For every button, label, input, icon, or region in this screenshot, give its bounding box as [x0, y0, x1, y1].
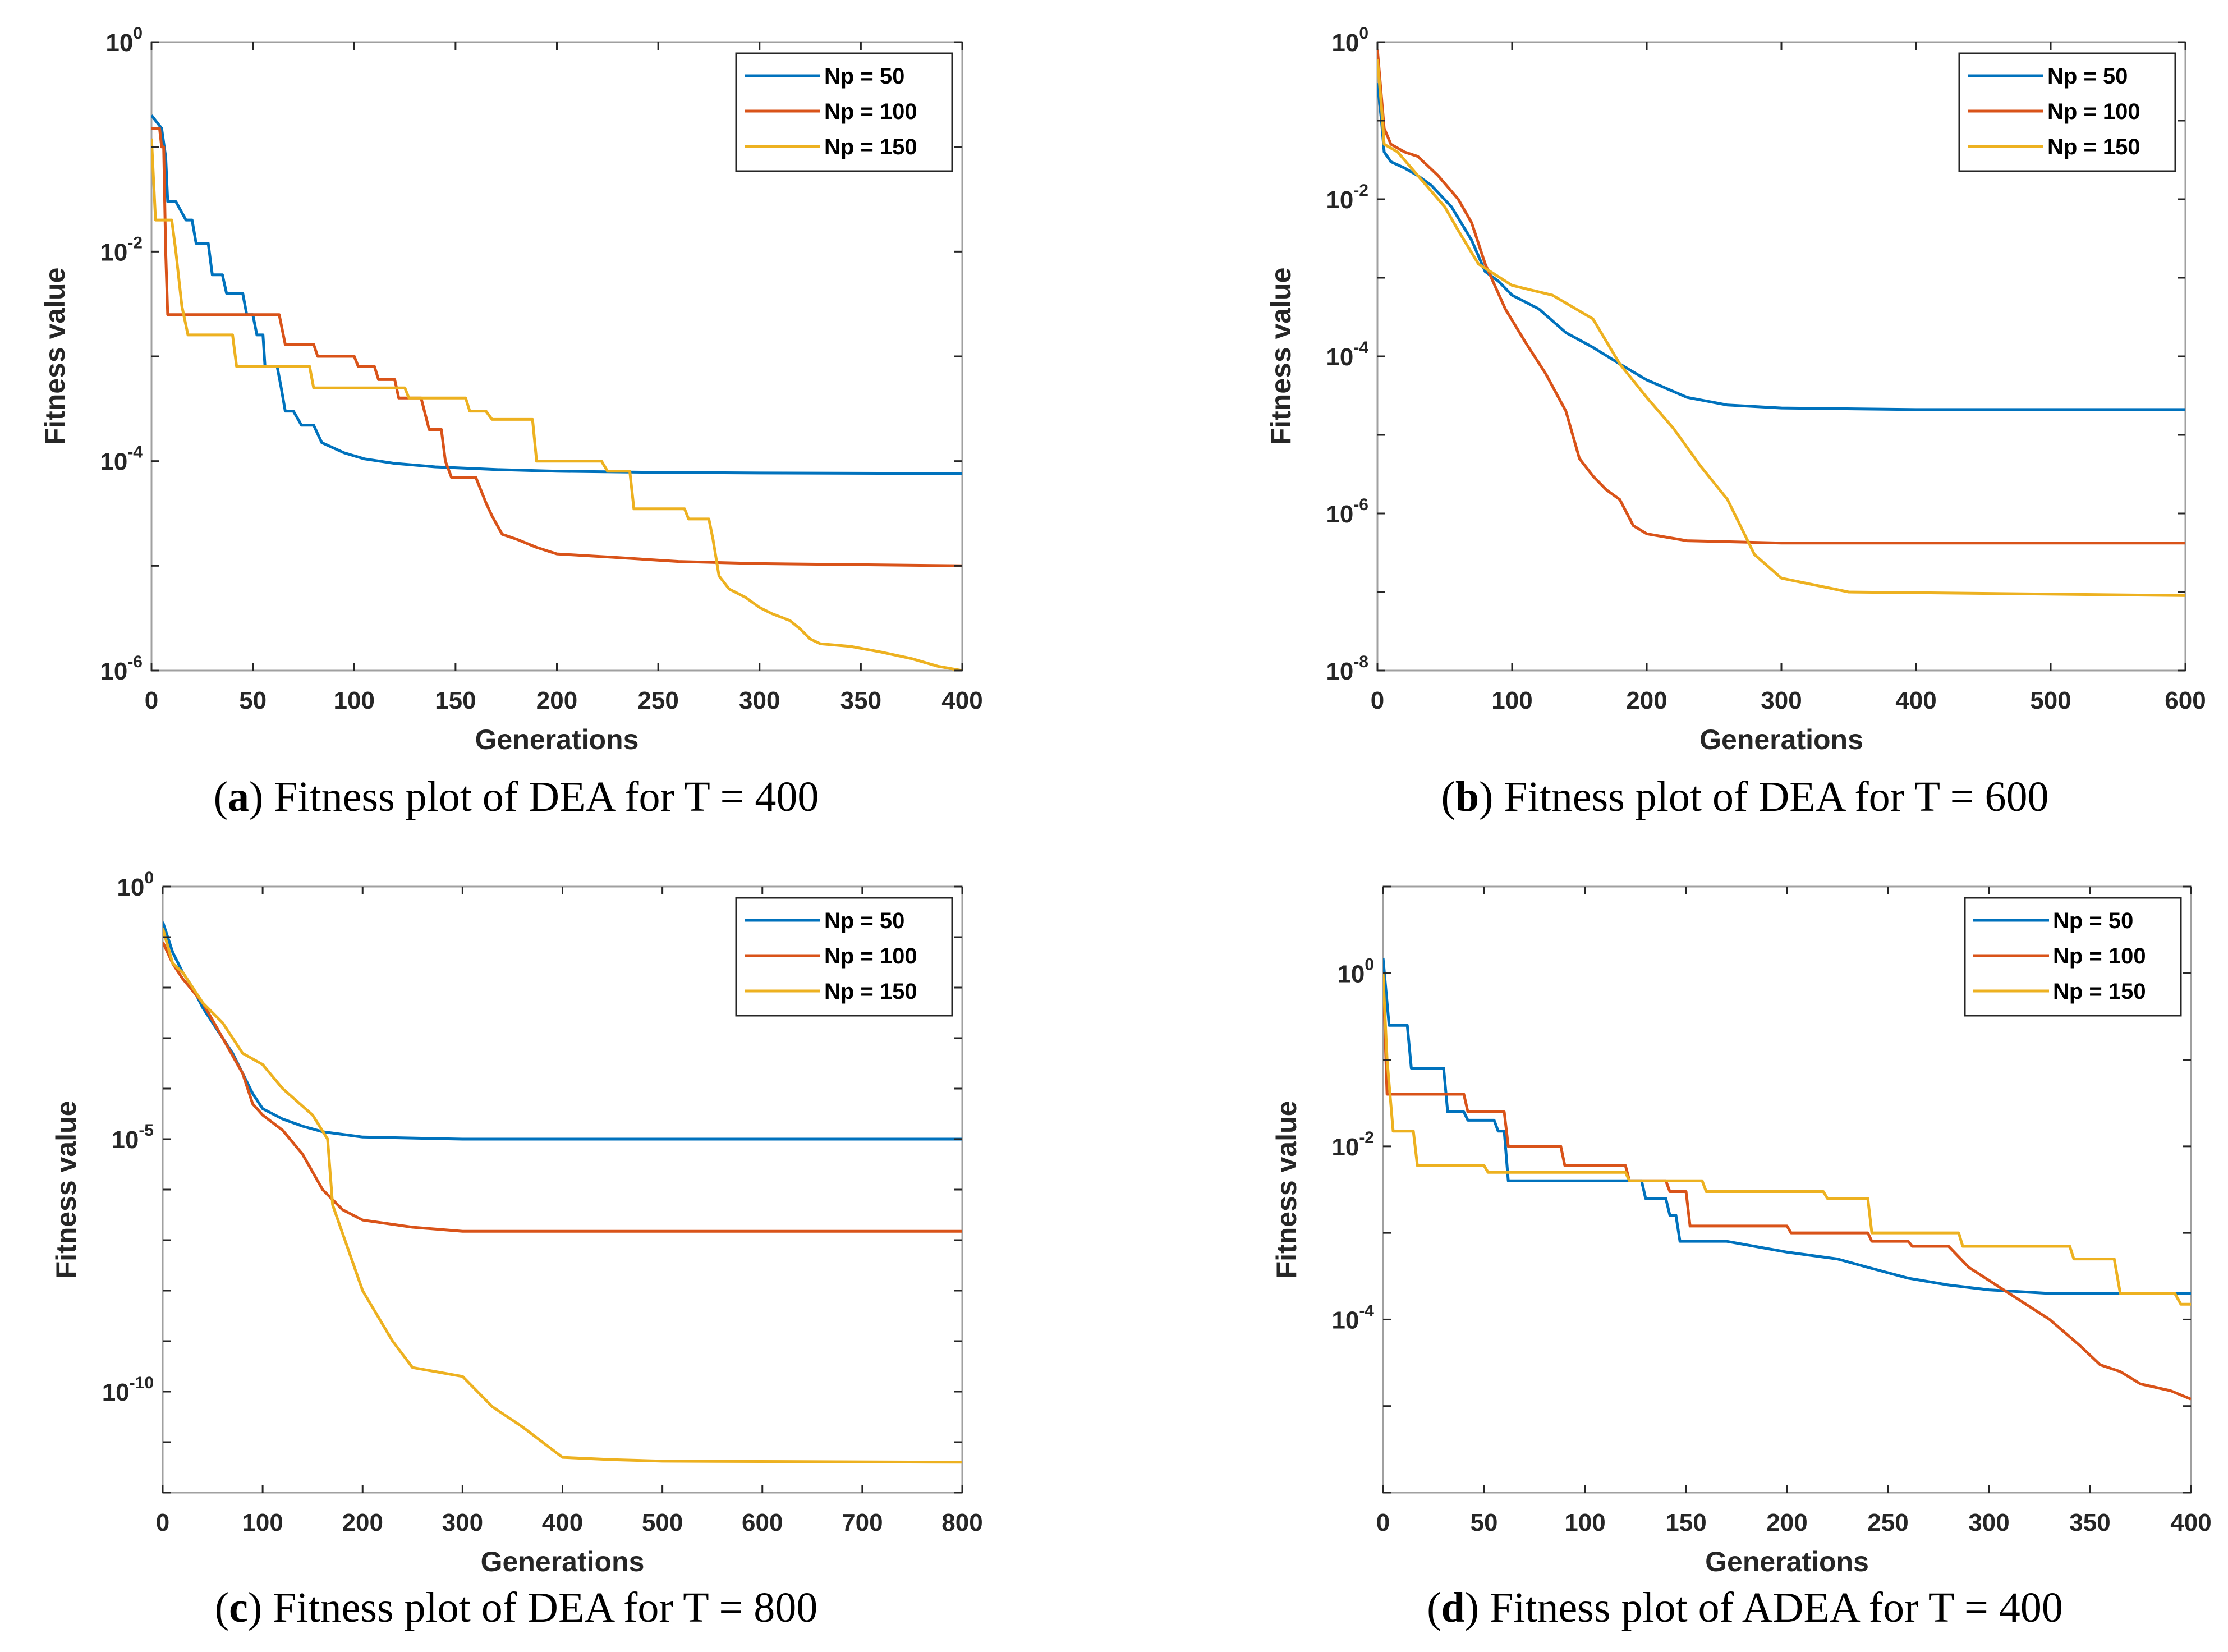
- x-tick-label: 300: [442, 1509, 483, 1536]
- y-axis-label: Fitness value: [50, 1101, 82, 1279]
- x-tick-label: 350: [2069, 1509, 2110, 1536]
- x-tick-label: 200: [1626, 687, 1667, 714]
- x-tick-label: 500: [2030, 687, 2071, 714]
- x-tick-label: 400: [2170, 1509, 2211, 1536]
- x-tick-label: 400: [1895, 687, 1936, 714]
- legend-entry: Np = 100: [824, 944, 917, 969]
- x-tick-label: 150: [1665, 1509, 1706, 1536]
- x-tick-label: 100: [1491, 687, 1532, 714]
- y-axis-label: Fitness value: [1265, 268, 1297, 446]
- x-axis-label: Generations: [481, 1546, 645, 1577]
- chart-panel-a: 0 50 100 150 200 250 300 350 400 100 10-2 10-4 10-6 G…: [39, 24, 983, 820]
- y-axis-label: Fitness value: [1271, 1101, 1302, 1279]
- x-tick-label: 0: [1371, 687, 1384, 714]
- legend-entry: Np = 100: [2053, 944, 2146, 969]
- y-tick-label: 10-6: [100, 653, 143, 685]
- y-tick-label: 100: [117, 869, 154, 901]
- legend-entry: Np = 150: [2053, 979, 2146, 1004]
- series-line-np-50: [1377, 82, 2185, 411]
- x-tick-label: 400: [542, 1509, 583, 1536]
- x-tick-label: 600: [742, 1509, 783, 1536]
- legend-entry: Np = 150: [824, 135, 917, 159]
- y-tick-label: 10-2: [1331, 1128, 1374, 1161]
- legend-entry: Np = 150: [824, 979, 917, 1004]
- x-tick-label: 300: [739, 687, 780, 714]
- y-tick-label: 10-10: [102, 1374, 154, 1406]
- series-line-np-150: [151, 138, 962, 671]
- x-tick-label: 0: [145, 687, 158, 714]
- y-tick-label: 10-5: [111, 1121, 154, 1154]
- figure-caption: (a) Fitness plot of DEA for T = 400: [214, 773, 819, 820]
- y-tick-label: 100: [105, 24, 143, 57]
- x-tick-label: 100: [334, 687, 375, 714]
- x-tick-label: 0: [1376, 1509, 1390, 1536]
- x-tick-label: 0: [156, 1509, 169, 1536]
- legend-entry: Np = 150: [2047, 135, 2140, 159]
- x-tick-label: 100: [242, 1509, 283, 1536]
- x-tick-label: 200: [1766, 1509, 1807, 1536]
- y-tick-label: 10-4: [1331, 1301, 1374, 1334]
- series-line-np-100: [163, 941, 962, 1233]
- y-tick-label: 10-6: [1326, 495, 1368, 528]
- x-tick-label: 100: [1564, 1509, 1605, 1536]
- x-tick-label: 250: [1867, 1509, 1908, 1536]
- series-line-np-150: [1383, 973, 2191, 1306]
- y-tick-label: 10-4: [1326, 338, 1368, 371]
- x-tick-label: 150: [435, 687, 476, 714]
- chart-panel-b: 0 100 200 300 400 500 600 100 10-2 10-4 10-6 10-8 Ge…: [1265, 24, 2206, 820]
- y-tick-label: 10-2: [100, 233, 143, 266]
- y-axis-label: Fitness value: [39, 268, 71, 446]
- x-axis-label: Generations: [475, 724, 639, 755]
- x-tick-label: 200: [536, 687, 577, 714]
- x-tick-label: 300: [1761, 687, 1802, 714]
- figure-caption: (b) Fitness plot of DEA for T = 600: [1441, 773, 2049, 820]
- x-tick-label: 400: [941, 687, 982, 714]
- y-tick-label: 10-2: [1326, 181, 1368, 214]
- y-tick-label: 100: [1331, 24, 1368, 57]
- x-tick-label: 600: [2165, 687, 2206, 714]
- series-line-np-100: [1383, 973, 2191, 1401]
- series-line-np-150: [163, 928, 962, 1464]
- series-line-np-150: [1377, 59, 2185, 597]
- figure-caption: (c) Fitness plot of DEA for T = 800: [215, 1584, 817, 1631]
- x-tick-label: 800: [941, 1509, 982, 1536]
- chart-panel-d: 0 50 100 150 200 250 300 350 400 100 10-2 10-4 Gener…: [1271, 885, 2212, 1631]
- legend-entry: Np = 100: [824, 99, 917, 124]
- legend-entry: Np = 50: [824, 64, 904, 89]
- y-tick-label: 10-4: [100, 443, 143, 476]
- x-tick-label: 350: [840, 687, 881, 714]
- series-line-np-50: [151, 114, 962, 475]
- x-tick-label: 500: [642, 1509, 683, 1536]
- x-tick-label: 250: [637, 687, 678, 714]
- legend-entry: Np = 100: [2047, 99, 2140, 124]
- x-axis-label: Generations: [1699, 724, 1863, 755]
- chart-panel-c: 0 100 200 300 400 500 600 700 800 100 10-5 10-10 Gen…: [50, 869, 983, 1631]
- x-tick-label: 700: [842, 1509, 883, 1536]
- x-tick-label: 50: [1471, 1509, 1498, 1536]
- y-tick-label: 100: [1337, 955, 1374, 988]
- y-tick-label: 10-8: [1326, 653, 1368, 685]
- legend-entry: Np = 50: [824, 908, 904, 933]
- legend-entry: Np = 50: [2053, 908, 2133, 933]
- x-axis-label: Generations: [1705, 1546, 1869, 1577]
- x-tick-label: 200: [342, 1509, 383, 1536]
- series-line-np-100: [1377, 49, 2185, 545]
- legend-box: [1964, 897, 2182, 1017]
- series-line-np-50: [1383, 957, 2191, 1295]
- x-tick-label: 300: [1968, 1509, 2009, 1536]
- figure-caption: (d) Fitness plot of ADEA for T = 400: [1427, 1584, 2063, 1631]
- x-tick-label: 50: [239, 687, 267, 714]
- legend-entry: Np = 50: [2047, 64, 2128, 89]
